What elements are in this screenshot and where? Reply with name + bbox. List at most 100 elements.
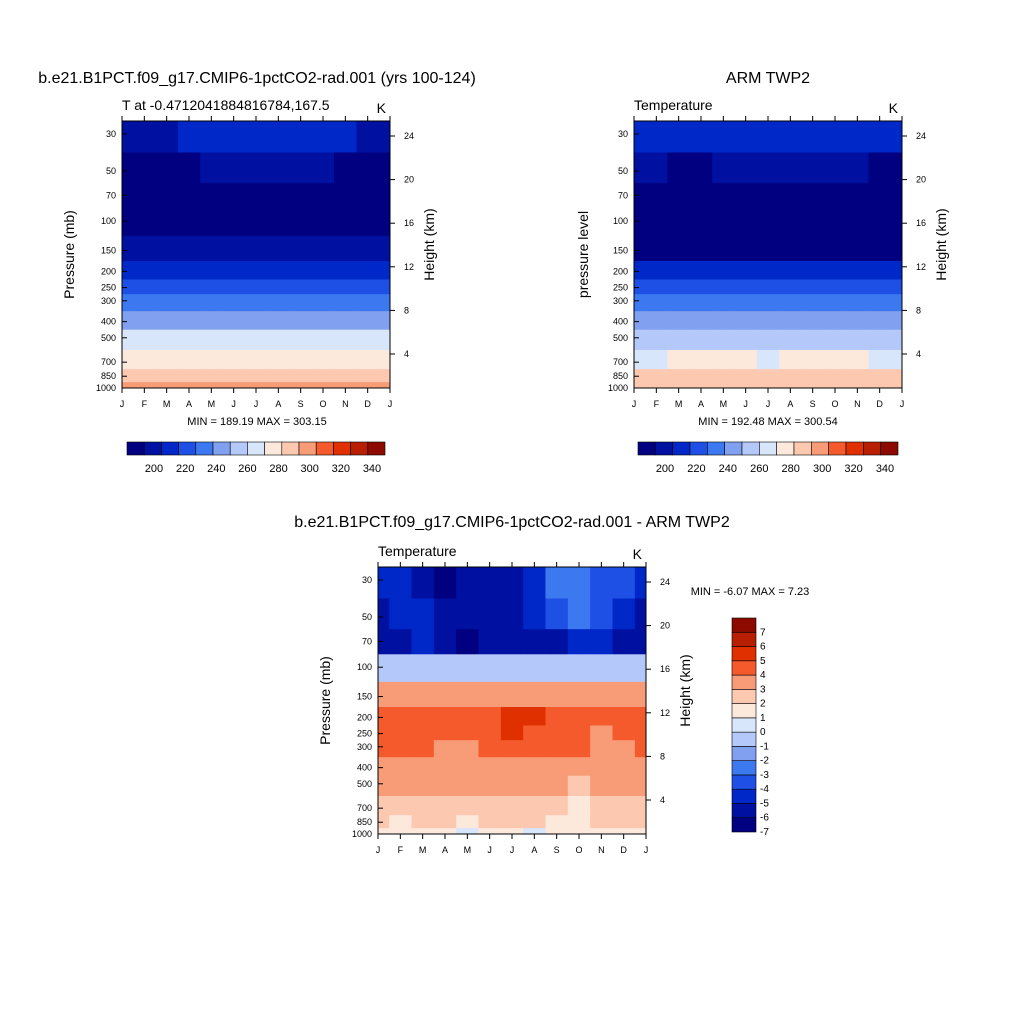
y-tick-label: 500 bbox=[613, 333, 628, 343]
x-tick-label: A bbox=[698, 399, 704, 409]
colorbar-label: 340 bbox=[363, 463, 381, 475]
heatmap-cell bbox=[779, 152, 802, 184]
heatmap-cell bbox=[311, 235, 335, 262]
heatmap-cell bbox=[545, 681, 569, 708]
heatmap-cell bbox=[645, 235, 668, 262]
heatmap-cell bbox=[890, 121, 903, 154]
heatmap-cell bbox=[222, 382, 246, 389]
heatmap-cell bbox=[634, 279, 646, 295]
x-tick-label: O bbox=[319, 399, 326, 409]
heatmap-cell bbox=[122, 235, 134, 262]
heatmap-cell bbox=[267, 183, 290, 209]
heatmap-cell bbox=[545, 707, 569, 727]
heatmap-cell bbox=[667, 235, 691, 262]
heatmap-cell bbox=[356, 208, 380, 237]
heatmap-cell bbox=[478, 740, 502, 758]
heatmap-cell bbox=[779, 349, 802, 370]
x-tick-label: N bbox=[854, 399, 861, 409]
heatmap-cell bbox=[334, 261, 357, 281]
heatmap-cell bbox=[133, 294, 156, 312]
heatmap-cell bbox=[389, 725, 412, 741]
heatmap-cell bbox=[689, 208, 713, 237]
heatmap-cell bbox=[868, 235, 892, 262]
heatmap-cell bbox=[456, 815, 479, 829]
heatmap-cell bbox=[200, 183, 223, 209]
y-tick-label: 50 bbox=[618, 166, 628, 176]
heatmap-cell bbox=[801, 294, 825, 312]
y-tick-label: 150 bbox=[357, 692, 372, 702]
heatmap-cell bbox=[311, 279, 335, 295]
y-tick-label: 250 bbox=[613, 283, 628, 293]
heatmap-cell bbox=[389, 795, 412, 816]
colorbar-swatch bbox=[731, 660, 757, 676]
y-right-tick-label: 24 bbox=[404, 131, 414, 141]
heatmap-cell bbox=[756, 183, 780, 209]
heatmap-cell bbox=[890, 261, 903, 281]
heatmap-cell bbox=[222, 294, 246, 312]
y-right-tick-label: 16 bbox=[916, 218, 926, 228]
heatmap-cell bbox=[890, 152, 903, 184]
colorbar-swatch bbox=[731, 817, 757, 833]
heatmap-cell bbox=[122, 261, 134, 281]
heatmap-cell bbox=[612, 654, 636, 683]
heatmap-cell bbox=[634, 369, 646, 383]
heatmap-cell bbox=[801, 329, 825, 351]
heatmap-cell bbox=[801, 208, 825, 237]
heatmap-cell bbox=[200, 208, 223, 237]
x-tick-label: A bbox=[531, 845, 537, 855]
colorbar-label: 260 bbox=[750, 463, 768, 475]
heatmap-cell bbox=[311, 208, 335, 237]
heatmap-cell bbox=[868, 183, 892, 209]
heatmap-cell bbox=[890, 349, 903, 370]
heatmap-cell bbox=[289, 369, 313, 383]
heatmap-cell bbox=[311, 152, 335, 184]
colorbar-label: 1 bbox=[760, 713, 766, 724]
heatmap-cell bbox=[122, 311, 134, 331]
heatmap-cell bbox=[177, 349, 201, 370]
heatmap-cell bbox=[712, 152, 735, 184]
x-tick-label: J bbox=[376, 845, 381, 855]
colorbar-label: -2 bbox=[760, 756, 769, 767]
heatmap-cell bbox=[133, 329, 156, 351]
heatmap-cell bbox=[133, 349, 156, 370]
colorbar-label: 300 bbox=[301, 463, 319, 475]
x-tick-label: M bbox=[464, 845, 472, 855]
heatmap-cell bbox=[155, 369, 179, 383]
x-tick-label: J bbox=[388, 399, 393, 409]
heatmap-cell bbox=[222, 235, 246, 262]
x-tick-label: O bbox=[831, 399, 838, 409]
y-tick-label: 500 bbox=[357, 779, 372, 789]
colorbar-label: -6 bbox=[760, 813, 769, 824]
heatmap-cell bbox=[244, 349, 268, 370]
heatmap-cell bbox=[567, 815, 591, 829]
heatmap-cell bbox=[567, 681, 591, 708]
heatmap-cell bbox=[133, 208, 156, 237]
colorbar-label: 2 bbox=[760, 699, 766, 710]
heatmap-cell bbox=[222, 208, 246, 237]
y-right-tick-label: 16 bbox=[404, 218, 414, 228]
heatmap-cell bbox=[411, 567, 435, 600]
heatmap-cell bbox=[801, 183, 825, 209]
heatmap-cell bbox=[389, 629, 412, 655]
y-right-axis-label: Height (km) bbox=[421, 208, 437, 280]
heatmap-cell bbox=[590, 725, 613, 741]
heatmap-cell bbox=[567, 629, 591, 655]
heatmap-cell bbox=[612, 598, 636, 630]
heatmap-cell bbox=[378, 775, 390, 797]
heatmap-cell bbox=[712, 349, 735, 370]
colorbar-swatch bbox=[195, 441, 214, 456]
y-tick-label: 700 bbox=[101, 357, 116, 367]
heatmap-cell bbox=[868, 152, 892, 184]
min-max-stats: MIN = -6.07 MAX = 7.23 bbox=[691, 586, 810, 598]
heatmap-cell bbox=[155, 183, 179, 209]
heatmap-cell bbox=[155, 382, 179, 389]
y-right-tick-label: 4 bbox=[916, 349, 921, 359]
heatmap-cell bbox=[612, 775, 636, 797]
heatmap-cell bbox=[177, 329, 201, 351]
colorbar-swatch bbox=[161, 441, 179, 456]
heatmap-cell bbox=[378, 349, 391, 370]
heatmap-cell bbox=[823, 382, 847, 389]
heatmap-cell bbox=[634, 629, 647, 655]
heatmap-cell bbox=[734, 208, 758, 237]
